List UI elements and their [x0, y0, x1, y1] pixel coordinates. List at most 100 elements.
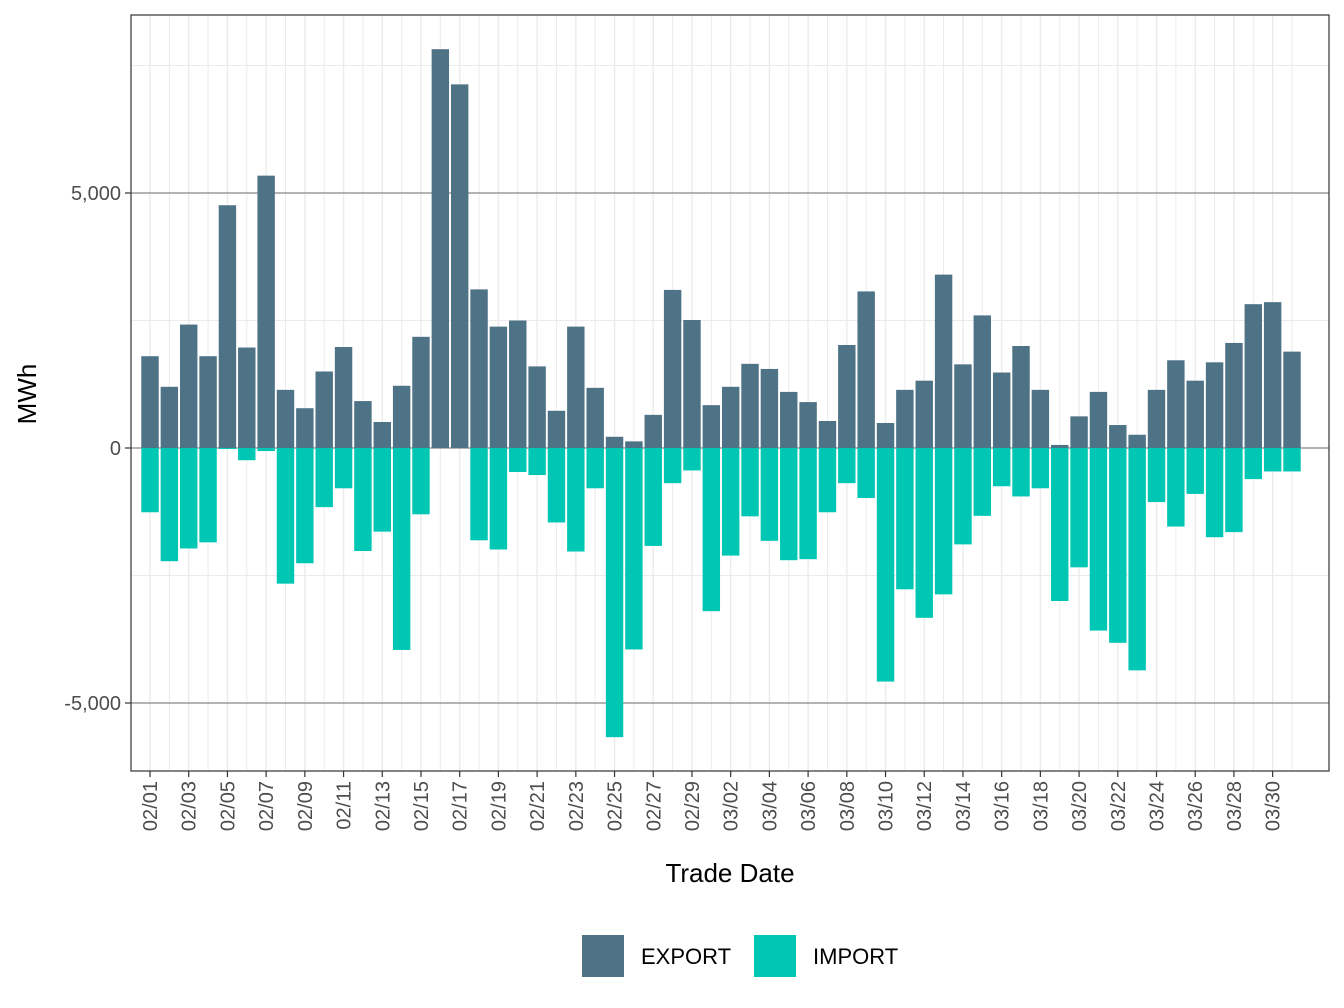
bar-import-03-26: [1186, 448, 1204, 494]
bar-export-03-24: [1147, 389, 1166, 448]
bar-import-03-28: [1225, 448, 1243, 533]
bar-export-03-05: [780, 391, 798, 448]
bar-import-03-04: [760, 448, 779, 541]
bar-export-02-17: [450, 84, 469, 449]
bar-import-02-21: [528, 448, 546, 476]
bar-export-02-05: [218, 205, 237, 448]
y-axis: 5,000 0 -5,000: [64, 183, 131, 715]
bar-import-03-24: [1147, 448, 1166, 503]
x-tick-label: 03/30: [1263, 781, 1285, 831]
bar-import-03-15: [973, 448, 992, 516]
bar-import-03-25: [1167, 448, 1185, 527]
bar-export-03-13: [934, 274, 953, 448]
bar-export-02-27: [644, 414, 662, 448]
bar-export-03-16: [992, 372, 1011, 448]
bar-export-02-09: [296, 408, 314, 448]
bar-import-02-23: [567, 448, 585, 552]
bar-export-03-12: [915, 380, 933, 448]
bar-export-02-02: [160, 386, 179, 448]
bar-import-02-12: [354, 448, 372, 552]
bar-export-02-06: [238, 347, 256, 448]
plot-panel-border: [130, 14, 1330, 772]
x-tick-label: 03/26: [1185, 781, 1207, 831]
bar-export-03-10: [876, 423, 895, 448]
bar-import-02-10: [315, 448, 333, 508]
bar-import-02-07: [257, 448, 275, 452]
x-tick-label: 03/28: [1224, 781, 1246, 831]
bar-import-03-09: [857, 448, 875, 498]
bar-export-02-07: [257, 175, 275, 448]
bar-import-03-08: [838, 448, 856, 484]
bar-import-02-09: [296, 448, 314, 564]
bar-export-02-26: [625, 441, 643, 448]
bar-export-03-08: [838, 344, 856, 448]
bar-import-03-16: [992, 448, 1011, 487]
bar-export-03-29: [1244, 304, 1262, 448]
bar-import-02-05: [218, 448, 237, 450]
legend-label-export: EXPORT: [641, 944, 731, 969]
y-axis-title: MWh: [12, 364, 42, 425]
bar-export-03-28: [1225, 342, 1243, 448]
bar-export-03-07: [818, 420, 837, 448]
bar-import-03-31: [1283, 448, 1301, 472]
bar-import-02-06: [238, 448, 256, 461]
bar-export-03-01: [702, 405, 721, 448]
bar-export-02-10: [315, 371, 333, 448]
bar-import-03-11: [896, 448, 914, 590]
bar-import-02-19: [489, 448, 508, 550]
bar-export-02-24: [586, 387, 604, 448]
legend-key-import: [754, 935, 796, 977]
x-tick-label: 03/06: [798, 781, 820, 831]
bar-export-02-22: [547, 410, 566, 448]
bar-import-02-03: [180, 448, 198, 549]
bar-import-02-08: [276, 448, 295, 584]
bar-export-02-15: [412, 336, 430, 448]
bar-import-03-29: [1244, 448, 1262, 480]
bar-export-03-15: [973, 315, 992, 448]
bar-export-02-04: [199, 356, 217, 448]
bar-import-02-13: [373, 448, 391, 532]
bar-import-03-22: [1109, 448, 1127, 643]
x-tick-label: 02/09: [295, 781, 317, 831]
bar-export-02-18: [470, 289, 488, 448]
bar-export-02-29: [683, 319, 701, 448]
x-tick-label: 02/05: [217, 781, 239, 831]
x-tick-label: 03/24: [1147, 781, 1169, 831]
bar-export-02-12: [354, 401, 372, 448]
bar-export-03-21: [1089, 391, 1108, 448]
bar-export-03-03: [741, 363, 759, 448]
bar-export-03-23: [1128, 434, 1146, 448]
bar-export-03-18: [1031, 389, 1050, 448]
bar-import-03-23: [1128, 448, 1146, 671]
legend-key-export: [582, 935, 624, 977]
bar-export-03-22: [1109, 425, 1127, 448]
bar-import-03-18: [1031, 448, 1050, 489]
bar-import-03-05: [780, 448, 798, 561]
x-tick-label: 03/10: [876, 781, 898, 831]
bar-export-02-11: [334, 347, 353, 448]
x-tick-label: 03/14: [953, 781, 975, 831]
bar-export-02-03: [180, 324, 198, 448]
bar-import-02-18: [470, 448, 488, 541]
bar-export-02-20: [509, 320, 527, 448]
bar-export-03-17: [1012, 346, 1030, 448]
x-tick-label: 03/16: [992, 781, 1014, 831]
bar-export-03-26: [1186, 380, 1204, 448]
x-tick-label: 02/17: [450, 781, 472, 831]
legend: EXPORT IMPORT: [582, 935, 898, 977]
x-axis-title: Trade Date: [665, 858, 794, 888]
x-tick-label: 02/13: [372, 781, 394, 831]
bars: [141, 49, 1301, 738]
bar-import-02-14: [392, 448, 411, 650]
bar-import-03-01: [702, 448, 721, 612]
x-tick-label: 02/29: [682, 781, 704, 831]
bar-import-02-04: [199, 448, 217, 543]
bar-import-02-24: [586, 448, 604, 489]
bar-export-03-14: [954, 364, 972, 448]
bar-export-03-04: [760, 368, 779, 448]
x-tick-label: 02/19: [488, 781, 510, 831]
bar-import-03-30: [1263, 448, 1282, 472]
bar-import-02-22: [547, 448, 566, 523]
bar-import-03-10: [876, 448, 895, 682]
